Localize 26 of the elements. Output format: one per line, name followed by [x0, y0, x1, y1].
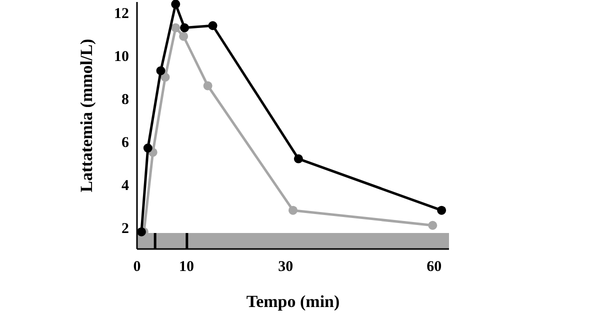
- x-tick-label: 60: [426, 259, 442, 275]
- point: [171, 0, 180, 9]
- y-tick-label: 2: [122, 220, 129, 237]
- x-tick-label: 30: [278, 259, 294, 275]
- y-axis-title: Lattatemia (mmol/L): [77, 38, 96, 192]
- point: [428, 220, 438, 230]
- x-axis-title: Tempo (min): [246, 292, 340, 311]
- point: [179, 32, 188, 41]
- point: [294, 154, 303, 164]
- y-tick-label: 6: [122, 134, 130, 151]
- y-tick-label: 12: [114, 6, 129, 22]
- x-tick-label: 10: [179, 259, 194, 275]
- point: [203, 81, 212, 90]
- point: [160, 72, 170, 82]
- point: [136, 227, 146, 236]
- point: [180, 23, 190, 32]
- point: [171, 23, 180, 32]
- y-tick-label: 4: [122, 178, 130, 194]
- y-tick-label: 10: [114, 48, 129, 65]
- point: [288, 206, 298, 215]
- point: [437, 206, 446, 215]
- x-tick-label: 0: [133, 259, 141, 275]
- point: [208, 21, 218, 30]
- y-tick-label: 8: [122, 92, 129, 108]
- point: [143, 144, 152, 153]
- point: [156, 66, 166, 76]
